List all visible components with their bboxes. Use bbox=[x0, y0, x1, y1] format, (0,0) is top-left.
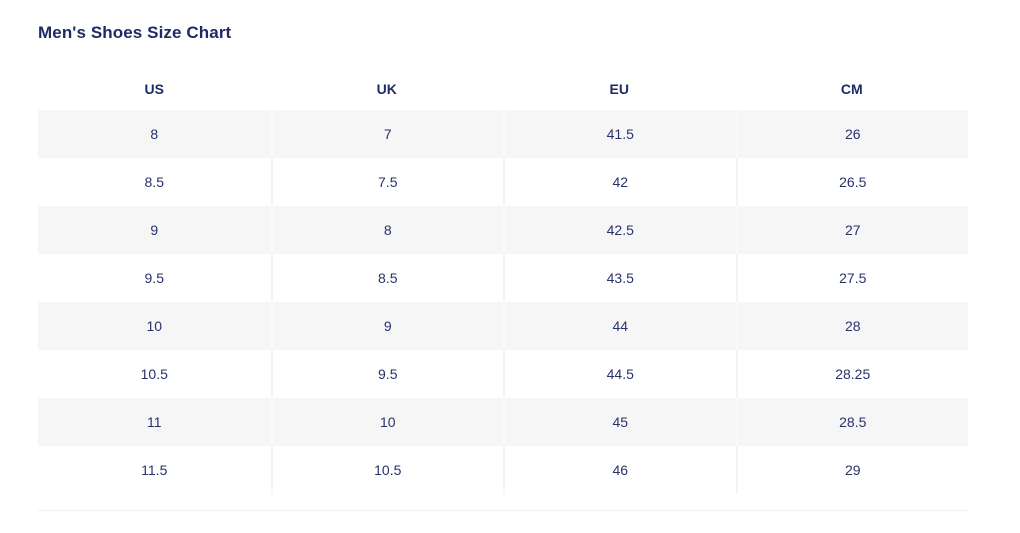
table-row: 10 9 44 28 bbox=[38, 302, 968, 350]
table-cell: 7 bbox=[270, 110, 503, 158]
table-cell: 26.5 bbox=[735, 158, 968, 206]
table-row: 9 8 42.5 27 bbox=[38, 206, 968, 254]
table-cell: 27 bbox=[735, 206, 968, 254]
table-cell: 8 bbox=[270, 206, 503, 254]
size-chart-section: Men's Shoes Size Chart US UK EU CM 8 7 41.… bbox=[38, 23, 968, 511]
table-cell: 44.5 bbox=[503, 350, 736, 398]
table-body: 8 7 41.5 26 8.5 7.5 42 26.5 9 8 42.5 27 9.5 8.5 43.5 27… bbox=[38, 110, 968, 494]
table-cell: 42.5 bbox=[503, 206, 736, 254]
table-cell: 46 bbox=[503, 446, 736, 494]
table-cell: 10.5 bbox=[38, 350, 271, 398]
table-cell: 11 bbox=[38, 398, 271, 446]
table-cell: 45 bbox=[503, 398, 736, 446]
size-chart-table: US UK EU CM 8 7 41.5 26 8.5 7.5 42 26.5 9 8 42.5 27… bbox=[38, 68, 968, 494]
page-title: Men's Shoes Size Chart bbox=[38, 23, 232, 42]
table-cell: 10 bbox=[38, 302, 271, 350]
table-cell: 10 bbox=[270, 398, 503, 446]
column-header-eu: EU bbox=[503, 68, 736, 110]
column-header-uk: UK bbox=[270, 68, 503, 110]
table-cell: 9.5 bbox=[38, 254, 271, 302]
column-header-cm: CM bbox=[735, 68, 968, 110]
table-cell: 41.5 bbox=[503, 110, 736, 158]
table-header: US UK EU CM bbox=[38, 68, 968, 110]
table-cell: 28.5 bbox=[735, 398, 968, 446]
table-cell: 26 bbox=[735, 110, 968, 158]
table-cell: 8 bbox=[38, 110, 271, 158]
table-row: 8 7 41.5 26 bbox=[38, 110, 968, 158]
table-cell: 28 bbox=[735, 302, 968, 350]
table-cell: 9 bbox=[38, 206, 271, 254]
table-cell: 11.5 bbox=[38, 446, 271, 494]
bottom-divider bbox=[38, 510, 968, 511]
table-cell: 8.5 bbox=[270, 254, 503, 302]
table-row: 9.5 8.5 43.5 27.5 bbox=[38, 254, 968, 302]
table-cell: 27.5 bbox=[735, 254, 968, 302]
table-cell: 10.5 bbox=[270, 446, 503, 494]
table-cell: 8.5 bbox=[38, 158, 271, 206]
table-cell: 44 bbox=[503, 302, 736, 350]
table-row: 8.5 7.5 42 26.5 bbox=[38, 158, 968, 206]
table-cell: 42 bbox=[503, 158, 736, 206]
table-row: 11 10 45 28.5 bbox=[38, 398, 968, 446]
table-row: 11.5 10.5 46 29 bbox=[38, 446, 968, 494]
table-cell: 9.5 bbox=[270, 350, 503, 398]
column-header-us: US bbox=[38, 68, 271, 110]
table-cell: 43.5 bbox=[503, 254, 736, 302]
table-row: 10.5 9.5 44.5 28.25 bbox=[38, 350, 968, 398]
table-cell: 9 bbox=[270, 302, 503, 350]
table-cell: 29 bbox=[735, 446, 968, 494]
table-cell: 28.25 bbox=[735, 350, 968, 398]
table-header-row: US UK EU CM bbox=[38, 68, 968, 110]
table-cell: 7.5 bbox=[270, 158, 503, 206]
